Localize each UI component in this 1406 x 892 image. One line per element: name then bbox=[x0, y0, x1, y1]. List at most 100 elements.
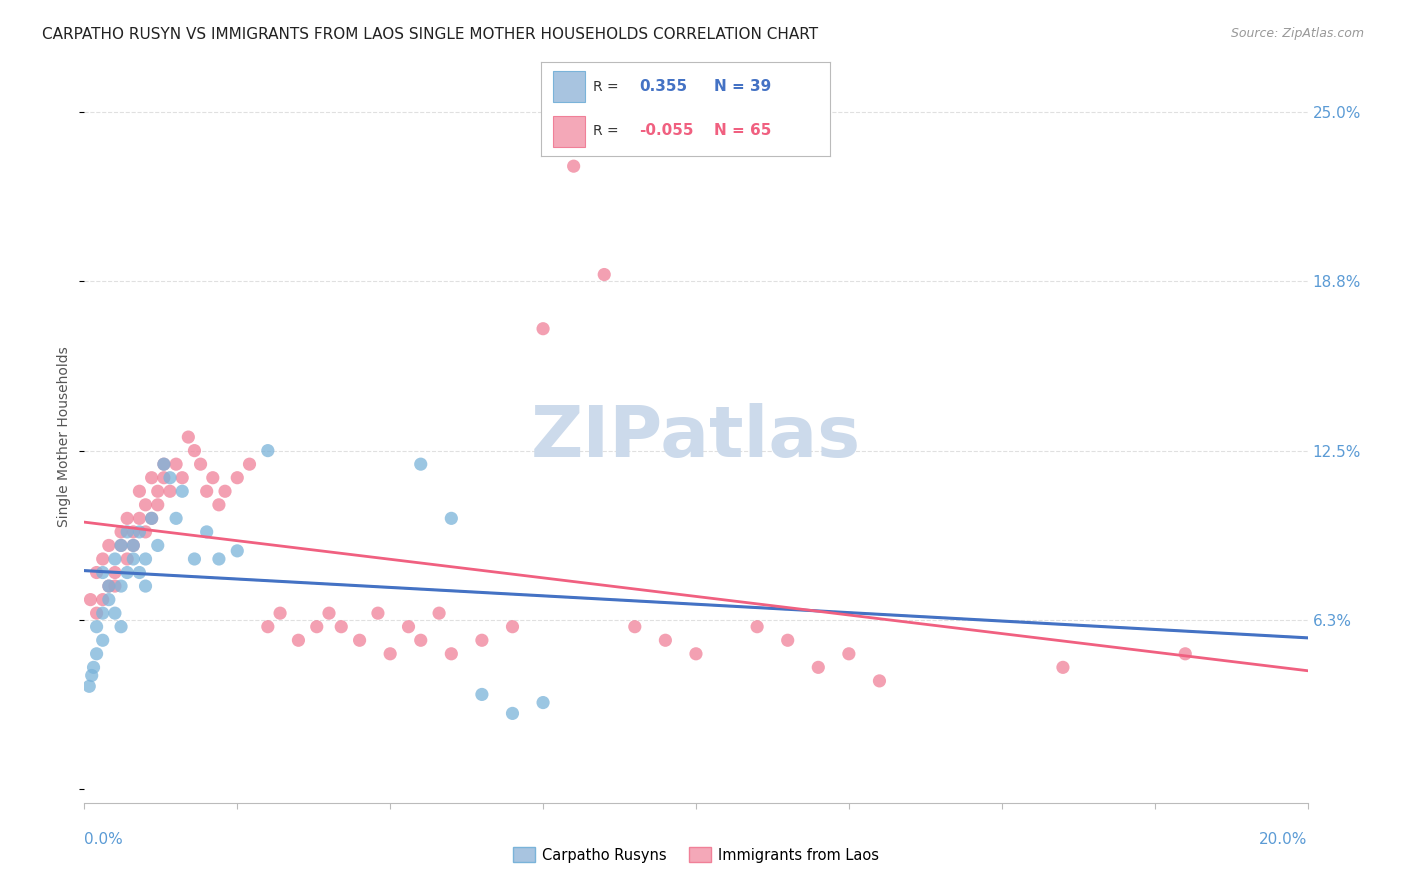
Point bbox=[305, 620, 328, 634]
Point bbox=[146, 538, 169, 552]
Point bbox=[869, 673, 891, 688]
Text: Source: ZipAtlas.com: Source: ZipAtlas.com bbox=[1230, 27, 1364, 40]
Point bbox=[97, 579, 120, 593]
Point bbox=[183, 552, 205, 566]
Point bbox=[269, 606, 291, 620]
Point bbox=[77, 679, 100, 693]
Text: N = 65: N = 65 bbox=[714, 123, 772, 138]
Point bbox=[80, 668, 103, 682]
Point bbox=[141, 471, 163, 485]
Point bbox=[195, 524, 218, 539]
Text: 0.355: 0.355 bbox=[640, 79, 688, 95]
Point bbox=[104, 579, 127, 593]
Point bbox=[110, 620, 132, 634]
FancyBboxPatch shape bbox=[553, 116, 585, 147]
Point bbox=[146, 498, 169, 512]
Point bbox=[226, 471, 249, 485]
Point bbox=[409, 457, 432, 471]
Point bbox=[153, 457, 176, 471]
Point bbox=[86, 620, 108, 634]
Point bbox=[115, 511, 138, 525]
Point bbox=[135, 524, 157, 539]
Point bbox=[122, 552, 145, 566]
Point bbox=[79, 592, 101, 607]
Text: R =: R = bbox=[593, 79, 619, 94]
Point bbox=[115, 552, 138, 566]
Point bbox=[86, 606, 108, 620]
Point bbox=[128, 566, 150, 580]
Point bbox=[471, 633, 494, 648]
Point bbox=[747, 620, 769, 634]
Legend: Carpatho Rusyns, Immigrants from Laos: Carpatho Rusyns, Immigrants from Laos bbox=[508, 841, 884, 869]
Point bbox=[562, 159, 585, 173]
Point bbox=[183, 443, 205, 458]
Point bbox=[91, 633, 114, 648]
Point bbox=[135, 498, 157, 512]
Point bbox=[226, 544, 249, 558]
Point bbox=[83, 660, 105, 674]
Point bbox=[97, 579, 120, 593]
Text: N = 39: N = 39 bbox=[714, 79, 772, 95]
Point bbox=[440, 647, 463, 661]
Point bbox=[122, 538, 145, 552]
Text: R =: R = bbox=[593, 124, 619, 137]
Point bbox=[190, 457, 212, 471]
Point bbox=[146, 484, 169, 499]
Point bbox=[115, 524, 138, 539]
Text: ZIPatlas: ZIPatlas bbox=[531, 402, 860, 472]
Point bbox=[115, 566, 138, 580]
Point bbox=[208, 552, 231, 566]
Point bbox=[91, 552, 114, 566]
Point bbox=[1052, 660, 1074, 674]
Point bbox=[135, 552, 157, 566]
Point bbox=[380, 647, 402, 661]
Point bbox=[159, 484, 181, 499]
Point bbox=[427, 606, 450, 620]
Point bbox=[97, 592, 120, 607]
Point bbox=[159, 471, 181, 485]
Point bbox=[153, 471, 176, 485]
Point bbox=[349, 633, 371, 648]
Point bbox=[330, 620, 353, 634]
Point bbox=[86, 566, 108, 580]
Point bbox=[838, 647, 860, 661]
Point bbox=[104, 566, 127, 580]
Point bbox=[110, 538, 132, 552]
Text: 0.0%: 0.0% bbox=[84, 832, 124, 847]
Point bbox=[110, 538, 132, 552]
Point bbox=[685, 647, 707, 661]
Point bbox=[214, 484, 236, 499]
Point bbox=[531, 696, 554, 710]
Point bbox=[201, 471, 224, 485]
Point bbox=[122, 538, 145, 552]
Point bbox=[141, 511, 163, 525]
Point bbox=[177, 430, 200, 444]
Point bbox=[807, 660, 830, 674]
Point bbox=[165, 511, 187, 525]
Point bbox=[153, 457, 176, 471]
Point bbox=[104, 606, 127, 620]
Point bbox=[104, 552, 127, 566]
FancyBboxPatch shape bbox=[553, 70, 585, 102]
Point bbox=[654, 633, 676, 648]
Text: -0.055: -0.055 bbox=[640, 123, 693, 138]
Point bbox=[776, 633, 799, 648]
Point bbox=[257, 443, 280, 458]
Point bbox=[624, 620, 647, 634]
Point bbox=[398, 620, 420, 634]
Point bbox=[238, 457, 260, 471]
Y-axis label: Single Mother Households: Single Mother Households bbox=[58, 347, 72, 527]
Text: 20.0%: 20.0% bbox=[1260, 832, 1308, 847]
Point bbox=[165, 457, 187, 471]
Point bbox=[122, 524, 145, 539]
Point bbox=[135, 579, 157, 593]
Point bbox=[257, 620, 280, 634]
Point bbox=[409, 633, 432, 648]
Point bbox=[91, 592, 114, 607]
Point bbox=[110, 579, 132, 593]
Point bbox=[141, 511, 163, 525]
Point bbox=[318, 606, 340, 620]
Point bbox=[128, 524, 150, 539]
Point bbox=[367, 606, 389, 620]
Point bbox=[128, 511, 150, 525]
